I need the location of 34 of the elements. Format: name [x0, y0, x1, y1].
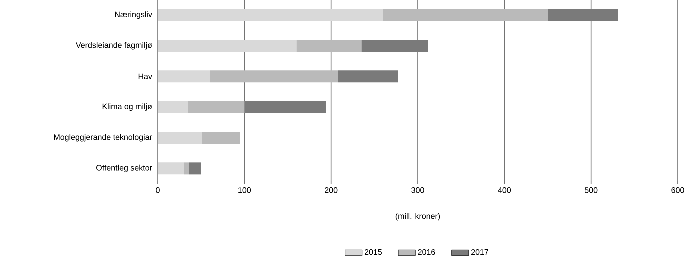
x-tick-label: 200: [325, 188, 338, 194]
bar: [244, 101, 326, 114]
bar: [158, 40, 297, 52]
x-tick-label: 100: [238, 188, 252, 194]
legend-label: 2015: [364, 249, 382, 256]
bar: [158, 101, 188, 114]
bar: [158, 70, 210, 83]
bar: [338, 70, 398, 83]
bar: [296, 40, 362, 52]
bar: [158, 9, 384, 22]
x-tick-label: 600: [672, 188, 684, 194]
bar: [188, 101, 245, 114]
bar: [548, 9, 618, 22]
x-axis-title: (mill. kroner): [396, 213, 440, 221]
x-tick-label: 400: [498, 188, 512, 194]
bar: [210, 70, 338, 83]
bar: [189, 162, 202, 175]
bar: [158, 132, 202, 144]
bar: [383, 9, 548, 22]
y-tick-label: Mogleggjerande teknologiar: [54, 134, 152, 142]
y-tick-label: Verdsleiande fagmiljø: [76, 42, 152, 50]
legend-label: 2017: [472, 249, 488, 256]
bar: [202, 132, 240, 144]
x-tick-label: 500: [584, 188, 598, 194]
y-tick-label: Offentleg sektor: [96, 164, 152, 172]
bar: [362, 40, 428, 52]
y-tick-label: Hav: [138, 74, 152, 80]
bar: [158, 162, 184, 175]
x-tick-label: 300: [412, 188, 424, 194]
y-tick-label: Næringsliv: [115, 12, 152, 20]
x-tick-label: 0: [156, 188, 160, 194]
y-tick-label: Klima og miljø: [102, 104, 152, 112]
legend-label: 2016: [418, 249, 436, 256]
bar: [184, 162, 190, 175]
